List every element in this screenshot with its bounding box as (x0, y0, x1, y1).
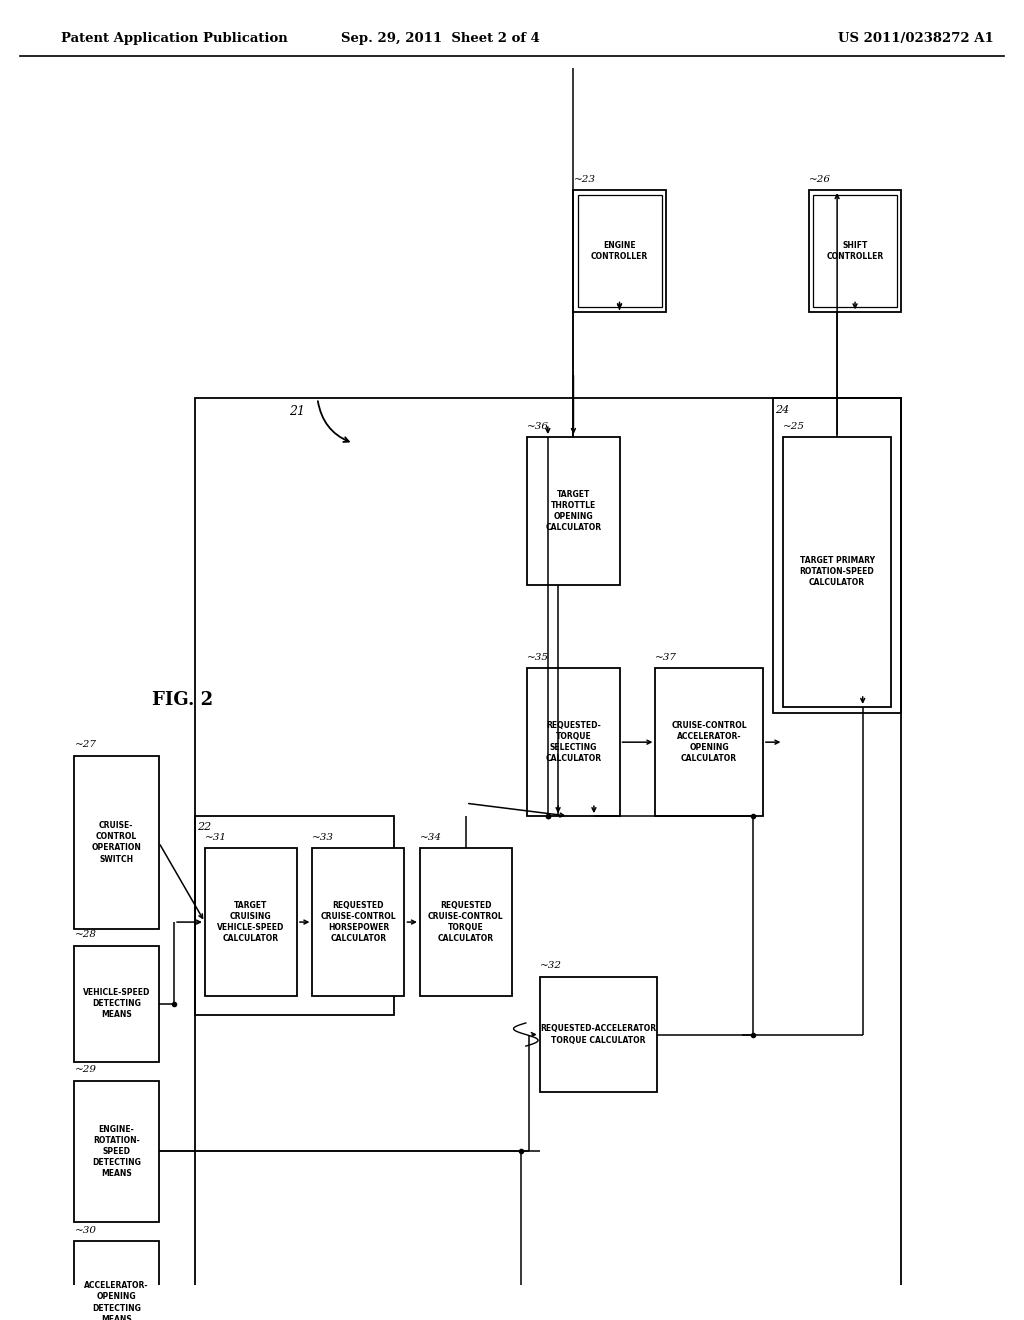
Text: ~30: ~30 (75, 1226, 96, 1236)
Bar (312, 849, 404, 997)
Text: US 2011/0238272 A1: US 2011/0238272 A1 (838, 32, 993, 45)
Text: ~26: ~26 (809, 174, 830, 183)
Text: VEHICLE-SPEED
DETECTING
MEANS: VEHICLE-SPEED DETECTING MEANS (83, 989, 150, 1019)
Text: ~28: ~28 (75, 931, 96, 940)
Text: CRUISE-CONTROL
ACCELERATOR-
OPENING
CALCULATOR: CRUISE-CONTROL ACCELERATOR- OPENING CALC… (672, 721, 746, 763)
Bar (527, 437, 620, 585)
Text: ~35: ~35 (527, 653, 549, 661)
Bar (578, 195, 662, 308)
Bar (74, 755, 159, 929)
Bar (74, 1081, 159, 1222)
Text: CRUISE-
CONTROL
OPERATION
SWITCH: CRUISE- CONTROL OPERATION SWITCH (91, 821, 141, 863)
Text: ENGINE
CONTROLLER: ENGINE CONTROLLER (591, 242, 648, 261)
Text: ~31: ~31 (205, 833, 226, 842)
Bar (540, 977, 657, 1093)
Text: ~32: ~32 (540, 961, 561, 970)
Text: REQUESTED-
TORQUE
SELECTING
CALCULATOR: REQUESTED- TORQUE SELECTING CALCULATOR (546, 721, 601, 763)
Bar (773, 399, 901, 713)
Text: ~33: ~33 (312, 833, 334, 842)
Text: ~27: ~27 (75, 741, 96, 750)
Bar (195, 399, 901, 1320)
Bar (527, 668, 620, 816)
Text: REQUESTED
CRUISE-CONTROL
TORQUE
CALCULATOR: REQUESTED CRUISE-CONTROL TORQUE CALCULAT… (428, 902, 504, 944)
Text: TARGET
CRUISING
VEHICLE-SPEED
CALCULATOR: TARGET CRUISING VEHICLE-SPEED CALCULATOR (217, 902, 285, 944)
Bar (783, 437, 891, 706)
Text: SHIFT
CONTROLLER: SHIFT CONTROLLER (826, 242, 884, 261)
Bar (420, 849, 512, 997)
Bar (655, 668, 763, 816)
Text: REQUESTED-ACCELERATOR
TORQUE CALCULATOR: REQUESTED-ACCELERATOR TORQUE CALCULATOR (541, 1024, 656, 1044)
Bar (573, 190, 666, 313)
Text: TARGET
THROTTLE
OPENING
CALCULATOR: TARGET THROTTLE OPENING CALCULATOR (546, 490, 601, 532)
Text: ~23: ~23 (573, 174, 595, 183)
Text: Sep. 29, 2011  Sheet 2 of 4: Sep. 29, 2011 Sheet 2 of 4 (341, 32, 540, 45)
Text: ~34: ~34 (420, 833, 441, 842)
Bar (809, 190, 901, 313)
Text: REQUESTED
CRUISE-CONTROL
HORSEPOWER
CALCULATOR: REQUESTED CRUISE-CONTROL HORSEPOWER CALC… (321, 902, 396, 944)
Text: ~37: ~37 (655, 653, 677, 661)
Bar (195, 816, 394, 1015)
Bar (74, 946, 159, 1061)
Text: ~36: ~36 (527, 421, 549, 430)
Text: ~25: ~25 (783, 421, 805, 430)
Text: Patent Application Publication: Patent Application Publication (61, 32, 288, 45)
Text: TARGET PRIMARY
ROTATION-SPEED
CALCULATOR: TARGET PRIMARY ROTATION-SPEED CALCULATOR (800, 556, 874, 587)
Text: ACCELERATOR-
OPENING
DETECTING
MEANS: ACCELERATOR- OPENING DETECTING MEANS (84, 1282, 148, 1320)
Text: 24: 24 (775, 405, 790, 414)
Bar (74, 1241, 159, 1320)
Text: 22: 22 (197, 822, 211, 833)
Text: 21: 21 (289, 405, 305, 417)
Text: ~29: ~29 (75, 1065, 96, 1074)
Bar (813, 195, 897, 308)
Text: ENGINE-
ROTATION-
SPEED
DETECTING
MEANS: ENGINE- ROTATION- SPEED DETECTING MEANS (92, 1125, 140, 1179)
Bar (205, 849, 297, 997)
Text: FIG. 2: FIG. 2 (152, 692, 213, 709)
